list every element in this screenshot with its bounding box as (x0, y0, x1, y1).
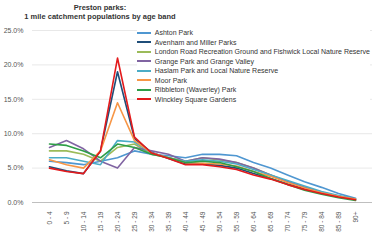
svg-text:55 - 59: 55 - 59 (233, 211, 240, 232)
svg-text:75 - 79: 75 - 79 (301, 211, 308, 232)
html-text:1 mile catchment populations b: 1 mile catchment populations by age band (24, 12, 176, 21)
svg-text:60 - 64: 60 - 64 (250, 211, 257, 232)
html-text:London Road Recreation Ground: London Road Recreation Ground and Fishwi… (154, 48, 370, 55)
svg-text:20.0%: 20.0% (4, 61, 24, 68)
svg-text:80 - 84: 80 - 84 (318, 211, 325, 232)
svg-text:25.0%: 25.0% (4, 27, 24, 34)
html-text:Ashton Park: Ashton Park (154, 29, 193, 36)
html-text:Avenham and Miller Parks: Avenham and Miller Parks (154, 38, 237, 46)
svg-text:15 - 19: 15 - 19 (97, 211, 104, 232)
html-text:Moor Park: Moor Park (154, 76, 188, 84)
html-text:Grange Park and Grange Valley: Grange Park and Grange Valley (154, 57, 254, 65)
svg-text:65 - 69: 65 - 69 (267, 211, 274, 232)
svg-text:0 - 4: 0 - 4 (46, 211, 53, 224)
svg-text:35 - 39: 35 - 39 (165, 211, 172, 232)
html-text:Preston parks:: Preston parks: (73, 3, 127, 12)
svg-text:30 - 34: 30 - 34 (148, 211, 155, 232)
html-text:Ribbleton (Waverley) Park: Ribbleton (Waverley) Park (154, 86, 237, 93)
svg-text:85 - 89: 85 - 89 (335, 211, 342, 232)
svg-text:20 - 24: 20 - 24 (114, 211, 121, 232)
svg-text:0.0%: 0.0% (8, 199, 24, 206)
svg-text:50 - 54: 50 - 54 (216, 211, 223, 232)
svg-text:25 - 29: 25 - 29 (131, 211, 138, 232)
svg-text:15.0%: 15.0% (4, 96, 24, 103)
svg-text:70 - 74: 70 - 74 (284, 211, 291, 232)
svg-text:5.0%: 5.0% (8, 164, 24, 171)
svg-text:10.0%: 10.0% (4, 130, 24, 137)
svg-text:45 - 49: 45 - 49 (199, 211, 206, 232)
svg-text:5 - 9: 5 - 9 (63, 211, 70, 224)
svg-text:10 - 14: 10 - 14 (80, 211, 87, 232)
svg-text:90+: 90+ (352, 211, 359, 222)
svg-text:40 - 44: 40 - 44 (182, 211, 189, 232)
html-text:Winckley Square Gardens: Winckley Square Gardens (154, 95, 237, 103)
html-text:Haslam Park and Local Nature R: Haslam Park and Local Nature Reserve (154, 67, 279, 74)
